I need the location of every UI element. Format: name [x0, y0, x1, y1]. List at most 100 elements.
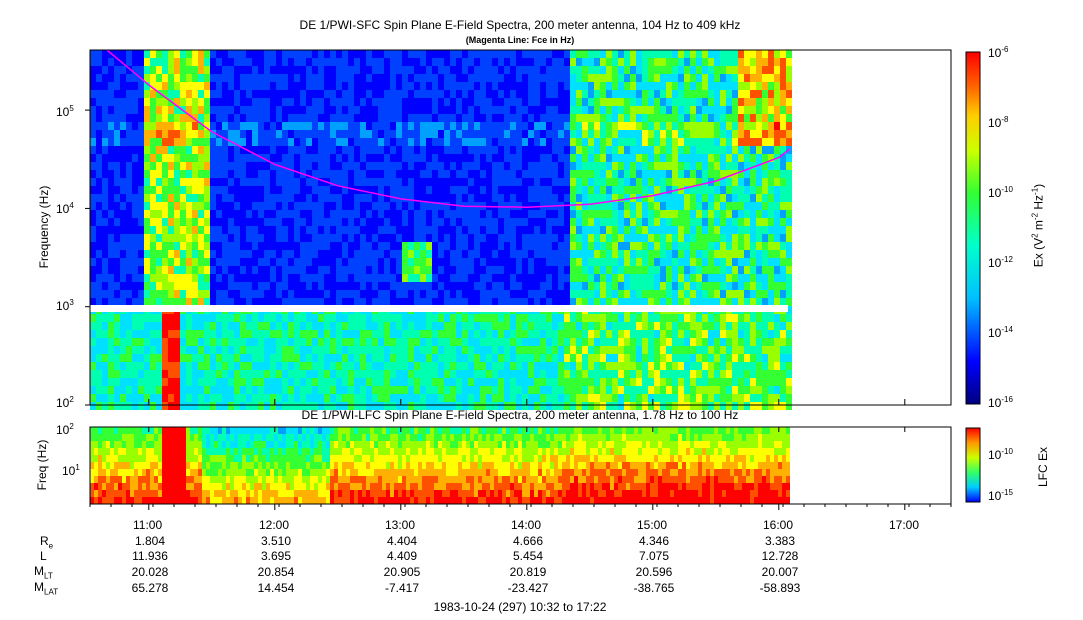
sfc-spectrogram-cell: [726, 202, 732, 210]
sfc-spectrogram-cell: [132, 186, 138, 194]
sfc-spectrogram-cell: [444, 74, 450, 82]
sfc-spectrogram-cell: [594, 298, 600, 306]
sfc-spectrogram-cell: [684, 386, 690, 394]
sfc-spectrogram-cell: [480, 338, 486, 346]
sfc-spectrogram-cell: [516, 186, 522, 194]
sfc-spectrogram-cell: [642, 130, 648, 138]
sfc-spectrogram-cell: [456, 130, 462, 138]
sfc-spectrogram-cell: [312, 98, 318, 106]
sfc-spectrogram-cell: [192, 258, 198, 266]
sfc-spectrogram-cell: [684, 258, 690, 266]
sfc-spectrogram-cell: [702, 106, 708, 114]
sfc-spectrogram-cell: [666, 226, 672, 234]
sfc-spectrogram-cell: [606, 378, 612, 386]
sfc-spectrogram-cell: [576, 98, 582, 106]
sfc-spectrogram-cell: [630, 234, 636, 242]
sfc-spectrogram-cell: [624, 210, 630, 218]
sfc-spectrogram-cell: [426, 66, 432, 74]
sfc-spectrogram-cell: [642, 210, 648, 218]
sfc-spectrogram-cell: [516, 258, 522, 266]
sfc-spectrogram-cell: [468, 210, 474, 218]
sfc-spectrogram-cell: [570, 338, 576, 346]
sfc-spectrogram-cell: [306, 210, 312, 218]
sfc-spectrogram-cell: [210, 298, 216, 306]
sfc-spectrogram-cell: [726, 394, 732, 402]
sfc-spectrogram-cell: [636, 50, 642, 58]
sfc-spectrogram-cell: [660, 394, 666, 402]
sfc-spectrogram-cell: [660, 130, 666, 138]
sfc-spectrogram-cell: [408, 122, 414, 130]
sfc-spectrogram-cell: [666, 346, 672, 354]
sfc-spectrogram-cell: [318, 370, 324, 378]
sfc-spectrogram-cell: [162, 98, 168, 106]
sfc-spectrogram-cell: [648, 114, 654, 122]
sfc-spectrogram-cell: [402, 154, 408, 162]
sfc-spectrogram-cell: [96, 194, 102, 202]
sfc-spectrogram-cell: [600, 74, 606, 82]
sfc-spectrogram-cell: [708, 50, 714, 58]
sfc-spectrogram-cell: [660, 242, 666, 250]
sfc-spectrogram-cell: [276, 50, 282, 58]
sfc-spectrogram-cell: [102, 122, 108, 130]
sfc-spectrogram-cell: [402, 194, 408, 202]
sfc-spectrogram-cell: [498, 226, 504, 234]
sfc-spectrogram-cell: [366, 314, 372, 322]
sfc-spectrogram-cell: [210, 74, 216, 82]
sfc-spectrogram-cell: [96, 290, 102, 298]
sfc-spectrogram-cell: [624, 146, 630, 154]
sfc-spectrogram-cell: [672, 370, 678, 378]
sfc-spectrogram-cell: [162, 242, 168, 250]
sfc-spectrogram-cell: [588, 74, 594, 82]
sfc-spectrogram-cell: [630, 290, 636, 298]
sfc-spectrogram-cell: [528, 258, 534, 266]
sfc-spectrogram-cell: [642, 338, 648, 346]
sfc-spectrogram-cell: [252, 354, 258, 362]
sfc-spectrogram-cell: [528, 346, 534, 354]
sfc-spectrogram-cell: [156, 154, 162, 162]
sfc-spectrogram-cell: [426, 362, 432, 370]
sfc-spectrogram-cell: [174, 330, 180, 338]
sfc-spectrogram-cell: [486, 234, 492, 242]
sfc-spectrogram-cell: [246, 114, 252, 122]
sfc-spectrogram-cell: [252, 138, 258, 146]
sfc-spectrogram-cell: [732, 290, 738, 298]
sfc-spectrogram-cell: [234, 394, 240, 402]
sfc-spectrogram-cell: [540, 98, 546, 106]
sfc-spectrogram-cell: [372, 202, 378, 210]
sfc-spectrogram-cell: [324, 298, 330, 306]
sfc-spectrogram-cell: [510, 82, 516, 90]
sfc-spectrogram-cell: [630, 178, 636, 186]
sfc-spectrogram-cell: [690, 354, 696, 362]
sfc-spectrogram-cell: [570, 106, 576, 114]
sfc-spectrogram-cell: [618, 178, 624, 186]
sfc-spectrogram-cell: [744, 186, 750, 194]
sfc-spectrogram-cell: [576, 202, 582, 210]
sfc-spectrogram-cell: [474, 58, 480, 66]
sfc-spectrogram-cell: [348, 218, 354, 226]
sfc-spectrogram-cell: [414, 194, 420, 202]
sfc-spectrogram-cell: [570, 170, 576, 178]
sfc-spectrogram-cell: [228, 346, 234, 354]
sfc-spectrogram-cell: [618, 338, 624, 346]
sfc-spectrogram-cell: [576, 58, 582, 66]
sfc-spectrogram-cell: [312, 378, 318, 386]
sfc-spectrogram-cell: [294, 98, 300, 106]
sfc-spectrogram-cell: [336, 82, 342, 90]
sfc-spectrogram-cell: [282, 354, 288, 362]
sfc-spectrogram-cell: [720, 242, 726, 250]
sfc-spectrogram-cell: [378, 234, 384, 242]
sfc-spectrogram-cell: [492, 218, 498, 226]
sfc-spectrogram-cell: [546, 282, 552, 290]
sfc-spectrogram-cell: [372, 146, 378, 154]
sfc-spectrogram-cell: [474, 194, 480, 202]
sfc-spectrogram-cell: [444, 378, 450, 386]
sfc-spectrogram-cell: [372, 258, 378, 266]
sfc-spectrogram-cell: [474, 394, 480, 402]
sfc-spectrogram-cell: [192, 402, 198, 410]
sfc-spectrogram-cell: [666, 194, 672, 202]
sfc-spectrogram-cell: [222, 346, 228, 354]
sfc-spectrogram-cell: [264, 250, 270, 258]
sfc-spectrogram-cell: [666, 202, 672, 210]
sfc-spectrogram-cell: [594, 218, 600, 226]
sfc-spectrogram-cell: [378, 210, 384, 218]
